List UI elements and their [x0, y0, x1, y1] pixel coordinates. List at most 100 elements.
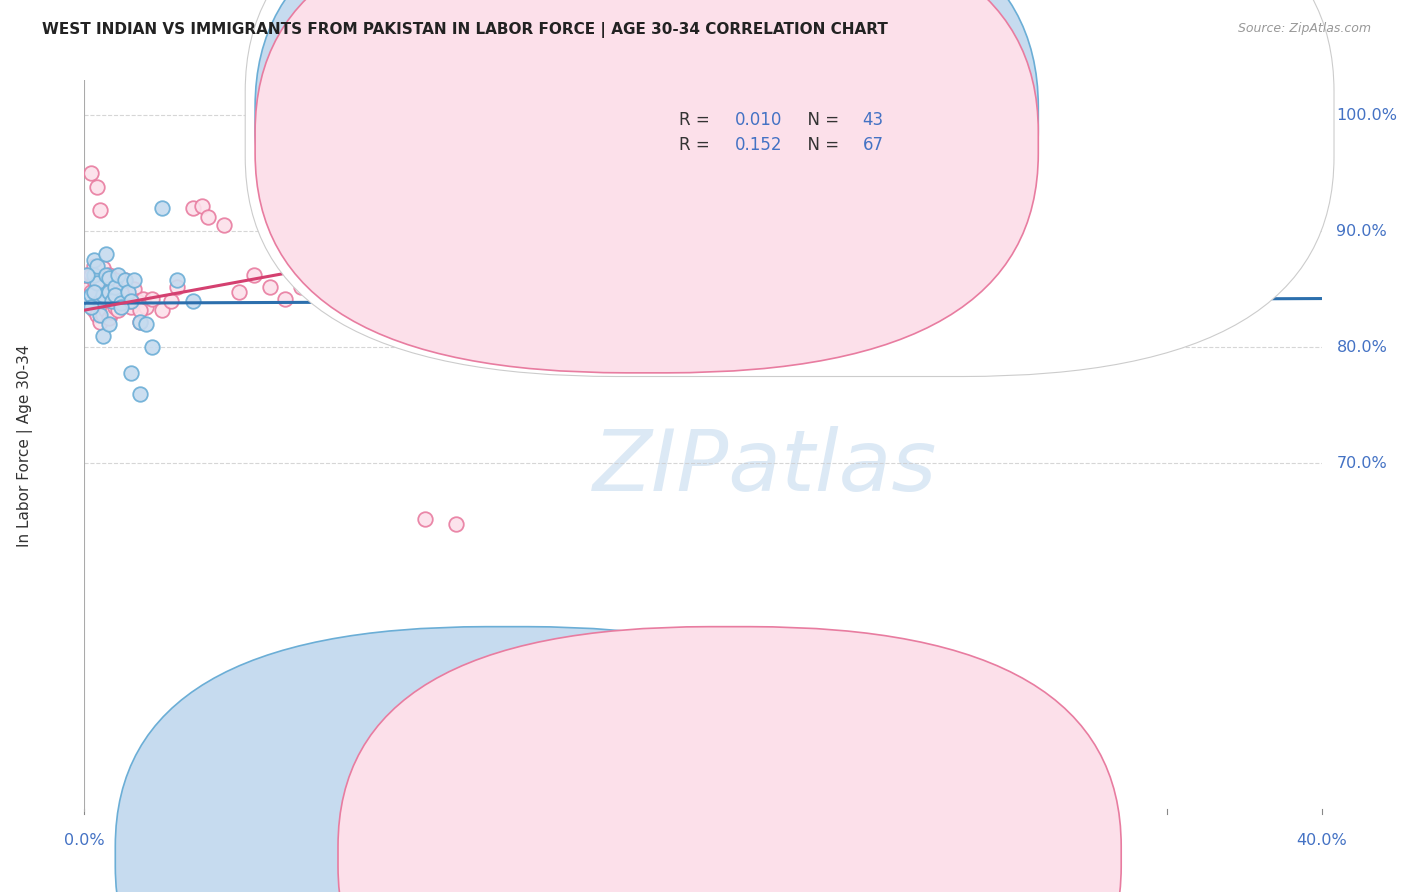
Point — [212, 219, 235, 233]
Point — [352, 273, 374, 287]
Point — [413, 512, 436, 526]
Point — [475, 351, 498, 366]
Point — [101, 305, 124, 319]
Point — [91, 308, 114, 322]
Point — [76, 293, 98, 308]
Point — [76, 293, 98, 308]
Point — [91, 328, 114, 343]
Point — [76, 282, 98, 296]
Point — [98, 293, 121, 308]
Point — [76, 268, 98, 283]
Text: ZIPatlas: ZIPatlas — [593, 426, 936, 509]
Text: 100.0%: 100.0% — [1337, 108, 1398, 122]
Point — [89, 308, 111, 322]
Text: West Indians: West Indians — [536, 849, 634, 863]
Point — [129, 315, 152, 329]
Point — [110, 285, 132, 299]
Point — [197, 211, 219, 225]
Point — [135, 300, 157, 314]
Point — [321, 292, 343, 306]
Point — [382, 212, 405, 227]
Point — [89, 315, 111, 329]
Text: 0.010: 0.010 — [735, 111, 783, 128]
FancyBboxPatch shape — [337, 627, 1121, 892]
Point — [91, 288, 114, 302]
Point — [110, 296, 132, 310]
Point — [1078, 338, 1101, 352]
Point — [104, 280, 127, 294]
Point — [94, 268, 117, 283]
Point — [83, 273, 105, 287]
Point — [86, 277, 108, 291]
Point — [1063, 340, 1085, 354]
Point — [83, 268, 105, 283]
Point — [506, 338, 529, 352]
Point — [89, 203, 111, 218]
Point — [98, 317, 121, 331]
Point — [98, 268, 121, 283]
Point — [305, 268, 328, 283]
Point — [475, 293, 498, 308]
Point — [491, 282, 513, 296]
Point — [89, 293, 111, 308]
Point — [98, 311, 121, 326]
Point — [101, 293, 124, 308]
Point — [191, 199, 214, 213]
Point — [228, 285, 250, 299]
Text: 0.152: 0.152 — [735, 136, 783, 153]
Text: R =: R = — [679, 136, 716, 153]
Point — [104, 273, 127, 287]
Point — [83, 259, 105, 273]
Text: 90.0%: 90.0% — [1337, 224, 1388, 239]
Point — [181, 201, 204, 215]
Point — [107, 285, 129, 299]
Point — [122, 273, 145, 287]
Point — [125, 293, 148, 308]
Point — [117, 292, 139, 306]
Point — [101, 285, 124, 299]
Point — [754, 351, 776, 366]
Point — [129, 386, 152, 401]
Point — [166, 273, 188, 287]
Point — [259, 280, 281, 294]
Point — [79, 268, 101, 283]
Point — [150, 201, 173, 215]
Point — [86, 180, 108, 194]
Text: WEST INDIAN VS IMMIGRANTS FROM PAKISTAN IN LABOR FORCE | AGE 30-34 CORRELATION C: WEST INDIAN VS IMMIGRANTS FROM PAKISTAN … — [42, 22, 889, 38]
Point — [107, 268, 129, 283]
Point — [79, 166, 101, 180]
Point — [104, 300, 127, 314]
Point — [367, 292, 389, 306]
Point — [79, 300, 101, 314]
Point — [86, 273, 108, 287]
Point — [129, 303, 152, 318]
Text: N =: N = — [797, 111, 845, 128]
Point — [89, 296, 111, 310]
Point — [86, 308, 108, 322]
Point — [160, 293, 183, 308]
Text: Immigrants from Pakistan: Immigrants from Pakistan — [759, 849, 956, 863]
Point — [120, 293, 142, 308]
Point — [132, 292, 155, 306]
Point — [120, 366, 142, 380]
Point — [83, 285, 105, 299]
Point — [83, 292, 105, 306]
Text: In Labor Force | Age 30-34: In Labor Force | Age 30-34 — [17, 344, 32, 548]
Point — [98, 270, 121, 285]
Point — [94, 247, 117, 261]
Point — [98, 285, 121, 299]
Point — [91, 261, 114, 276]
Point — [94, 285, 117, 299]
Point — [86, 292, 108, 306]
Point — [444, 516, 467, 531]
FancyBboxPatch shape — [254, 0, 1038, 348]
Point — [129, 315, 152, 329]
Text: 80.0%: 80.0% — [1337, 340, 1388, 355]
FancyBboxPatch shape — [115, 627, 898, 892]
Text: Source: ZipAtlas.com: Source: ZipAtlas.com — [1237, 22, 1371, 36]
FancyBboxPatch shape — [245, 0, 1334, 376]
Point — [76, 268, 98, 283]
Point — [114, 273, 136, 287]
Point — [79, 296, 101, 310]
Text: 0.0%: 0.0% — [65, 832, 104, 847]
